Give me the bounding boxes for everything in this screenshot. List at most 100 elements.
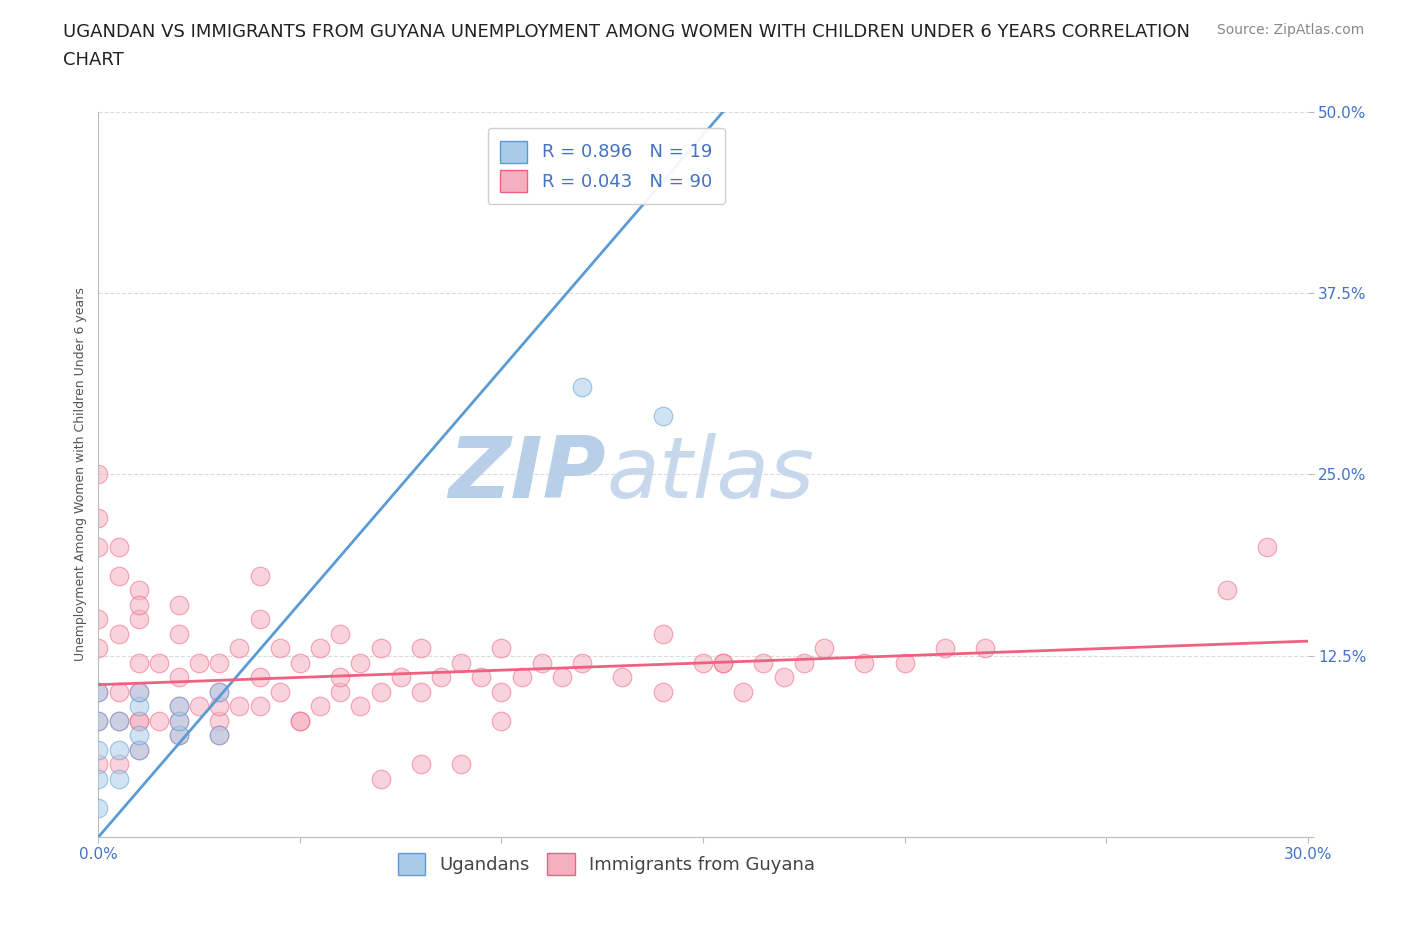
Point <box>733 684 755 699</box>
Point <box>288 656 311 671</box>
Point <box>208 713 231 728</box>
Point <box>188 656 211 671</box>
Point <box>329 684 352 699</box>
Point <box>510 670 533 684</box>
Point <box>288 713 311 728</box>
Point <box>208 728 231 743</box>
Point <box>309 641 332 656</box>
Point <box>128 742 150 757</box>
Point <box>87 511 110 525</box>
Point <box>148 713 170 728</box>
Point <box>349 699 371 714</box>
Point <box>128 656 150 671</box>
Point <box>87 742 110 757</box>
Point <box>329 670 352 684</box>
Point <box>793 656 815 671</box>
Point <box>711 656 734 671</box>
Point <box>571 656 593 671</box>
Point <box>167 728 190 743</box>
Point <box>692 656 714 671</box>
Point <box>491 684 513 699</box>
Point <box>128 684 150 699</box>
Point <box>329 627 352 642</box>
Point <box>208 656 231 671</box>
Point <box>167 670 190 684</box>
Point <box>551 670 574 684</box>
Point <box>107 742 129 757</box>
Point <box>87 684 110 699</box>
Point <box>370 641 392 656</box>
Point <box>128 728 150 743</box>
Point <box>389 670 412 684</box>
Point <box>853 656 876 671</box>
Point <box>87 467 110 482</box>
Point <box>128 612 150 627</box>
Point <box>651 627 673 642</box>
Point <box>107 627 129 642</box>
Point <box>491 713 513 728</box>
Point <box>571 379 593 394</box>
Point <box>208 728 231 743</box>
Point <box>370 684 392 699</box>
Point <box>491 641 513 656</box>
Point <box>87 713 110 728</box>
Point <box>87 612 110 627</box>
Point <box>107 684 129 699</box>
Point <box>370 772 392 787</box>
Point <box>87 684 110 699</box>
Point <box>208 684 231 699</box>
Point <box>1256 539 1278 554</box>
Point <box>409 757 432 772</box>
Text: CHART: CHART <box>63 51 124 69</box>
Text: Source: ZipAtlas.com: Source: ZipAtlas.com <box>1216 23 1364 37</box>
Text: atlas: atlas <box>606 432 814 516</box>
Point <box>612 670 634 684</box>
Text: UGANDAN VS IMMIGRANTS FROM GUYANA UNEMPLOYMENT AMONG WOMEN WITH CHILDREN UNDER 6: UGANDAN VS IMMIGRANTS FROM GUYANA UNEMPL… <box>63 23 1191 41</box>
Point <box>309 699 332 714</box>
Point <box>107 772 129 787</box>
Point <box>87 757 110 772</box>
Point <box>87 801 110 816</box>
Legend: Ugandans, Immigrants from Guyana: Ugandans, Immigrants from Guyana <box>391 846 823 883</box>
Point <box>893 656 915 671</box>
Point <box>208 684 231 699</box>
Point <box>249 699 271 714</box>
Point <box>450 757 472 772</box>
Point <box>128 699 150 714</box>
Point <box>167 597 190 612</box>
Point <box>249 568 271 583</box>
Point <box>107 713 129 728</box>
Point <box>87 772 110 787</box>
Point <box>470 670 492 684</box>
Point <box>228 699 250 714</box>
Point <box>249 670 271 684</box>
Point <box>934 641 956 656</box>
Point <box>107 713 129 728</box>
Point <box>167 728 190 743</box>
Point <box>349 656 371 671</box>
Point <box>167 713 190 728</box>
Point <box>188 699 211 714</box>
Point <box>288 713 311 728</box>
Point <box>128 684 150 699</box>
Point <box>167 713 190 728</box>
Point <box>128 583 150 598</box>
Point <box>450 656 472 671</box>
Point <box>167 627 190 642</box>
Point <box>530 656 553 671</box>
Point <box>87 539 110 554</box>
Point <box>167 699 190 714</box>
Point <box>87 713 110 728</box>
Point <box>208 699 231 714</box>
Point <box>813 641 835 656</box>
Point <box>1216 583 1239 598</box>
Point <box>651 684 673 699</box>
Point <box>107 757 129 772</box>
Point <box>87 641 110 656</box>
Point <box>752 656 775 671</box>
Point <box>107 568 129 583</box>
Point <box>128 742 150 757</box>
Point <box>128 713 150 728</box>
Point <box>148 656 170 671</box>
Text: ZIP: ZIP <box>449 432 606 516</box>
